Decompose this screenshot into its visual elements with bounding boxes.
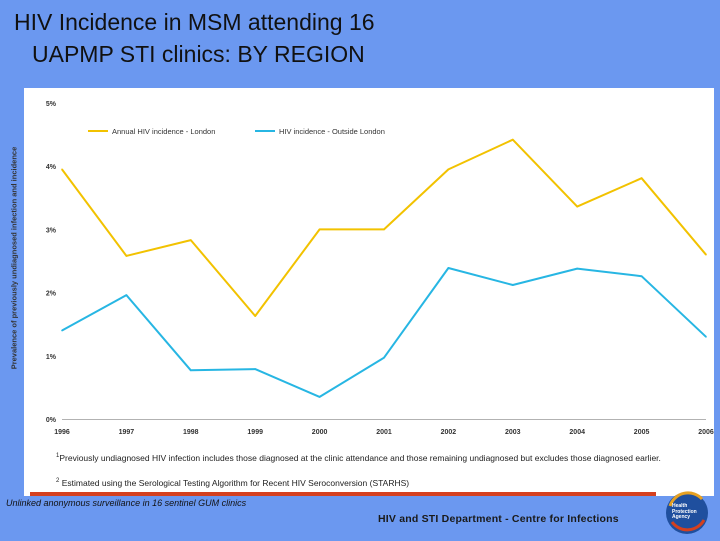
hpa-logo-text: Health Protection Agency <box>672 503 697 521</box>
x-tick-label: 1998 <box>183 429 199 436</box>
x-tick-label: 2005 <box>634 429 650 436</box>
series-2-point <box>190 369 192 372</box>
hpa-logo-line1: Health <box>672 503 688 509</box>
footnote-2: 2 Estimated using the Serological Testin… <box>56 476 696 489</box>
x-tick-label: 2004 <box>569 429 585 436</box>
series-2-point <box>61 329 63 332</box>
chart-panel <box>24 88 714 496</box>
x-tick-label: 2000 <box>312 429 328 436</box>
x-tick-label: 2006 <box>698 429 714 436</box>
footnote-2-text: Estimated using the Serological Testing … <box>61 477 410 488</box>
footnote-1: 1Previously undiagnosed HIV infection in… <box>56 451 696 464</box>
slide-title-line2: UAPMP STI clinics: BY REGION <box>32 41 365 67</box>
survey-caption: Unlinked anonymous surveillance in 16 se… <box>6 498 247 508</box>
series-1-point <box>640 177 643 180</box>
series-1-point <box>125 255 128 257</box>
series-2-point <box>125 294 128 296</box>
series-1-point <box>705 253 707 256</box>
accent-divider <box>30 492 656 496</box>
series-2-point <box>640 275 643 277</box>
legend-label-1: Annual HIV incidence - London <box>112 127 215 136</box>
y-tick-label: 5% <box>46 101 57 108</box>
hpa-logo-line2: Protection <box>672 508 697 515</box>
x-tick-label: 2002 <box>441 429 457 436</box>
y-tick-label: 3% <box>46 227 57 234</box>
slide-title: HIV Incidence in MSM attending 16 UAPMP … <box>14 6 674 70</box>
y-tick-label: 0% <box>46 417 57 424</box>
footnote-1-marker: 1 <box>56 453 60 459</box>
x-tick-label: 2001 <box>376 429 392 436</box>
hpa-logo-line3: Agency <box>672 514 691 521</box>
y-tick-label: 4% <box>46 164 57 171</box>
series-2-point <box>576 267 578 270</box>
footnote-1-text: Previously undiagnosed HIV infection inc… <box>59 452 661 463</box>
series-1-point <box>61 168 63 171</box>
series-1-point <box>447 168 450 171</box>
series-1-point <box>318 228 321 231</box>
x-tick-label: 1999 <box>247 429 263 436</box>
series-2-point <box>383 356 385 359</box>
hpa-logo: Health Protection Agency <box>664 490 710 536</box>
series-line-1 <box>61 138 707 317</box>
hpa-logo-icon <box>666 491 708 534</box>
series-line-2 <box>61 267 707 398</box>
x-tick-label: 1997 <box>119 429 135 436</box>
series-1-point <box>383 228 385 231</box>
series-2-point <box>512 284 514 286</box>
x-tick-label: 2003 <box>505 429 521 436</box>
series-2-point <box>318 396 321 398</box>
series-2-point <box>705 336 707 338</box>
series-2-point <box>447 267 450 269</box>
series-2-point <box>254 368 256 370</box>
slide-title-line1: HIV Incidence in MSM attending 16 <box>14 9 375 35</box>
y-tick-label: 2% <box>46 291 57 298</box>
series-1-point <box>512 138 514 141</box>
department-name: HIV and STI Department - Centre for Infe… <box>378 513 619 525</box>
footnote-2-marker: 2 <box>56 478 60 484</box>
series-1-point <box>254 315 256 317</box>
series-1-point <box>576 205 578 208</box>
legend-label-2: HIV incidence - Outside London <box>279 127 385 136</box>
x-tick-label: 1996 <box>54 429 70 436</box>
series-1-point <box>190 239 192 241</box>
y-tick-label: 1% <box>46 354 57 361</box>
